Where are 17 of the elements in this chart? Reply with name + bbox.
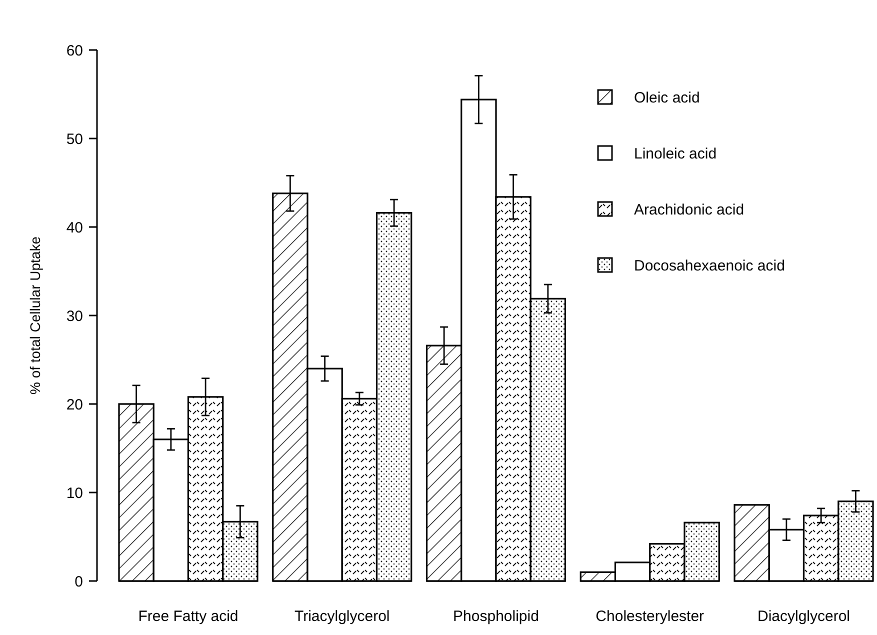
x-tick-label: Cholesterylester (596, 608, 704, 625)
x-tick-label: Free Fatty acid (138, 608, 238, 625)
legend-label: Oleic acid (634, 89, 700, 106)
y-tick-label: 40 (66, 219, 83, 236)
legend-label: Linoleic acid (634, 145, 717, 162)
y-tick-label: 30 (66, 308, 83, 325)
y-axis-title: % of total Cellular Uptake (27, 236, 43, 394)
x-tick-label: Phospholipid (453, 608, 539, 625)
legend-label: Arachidonic acid (634, 201, 744, 218)
y-tick-label: 50 (66, 130, 83, 148)
x-tick-label: Triacylglycerol (294, 608, 390, 625)
y-tick-label: 10 (66, 484, 83, 502)
x-tick-label: Diacylglycerol (757, 608, 850, 625)
y-tick-label: 60 (66, 42, 83, 60)
y-tick-label: 20 (66, 396, 83, 414)
legend-label: Docosahexaenoic acid (634, 257, 785, 274)
y-tick-label: 0 (74, 573, 83, 590)
